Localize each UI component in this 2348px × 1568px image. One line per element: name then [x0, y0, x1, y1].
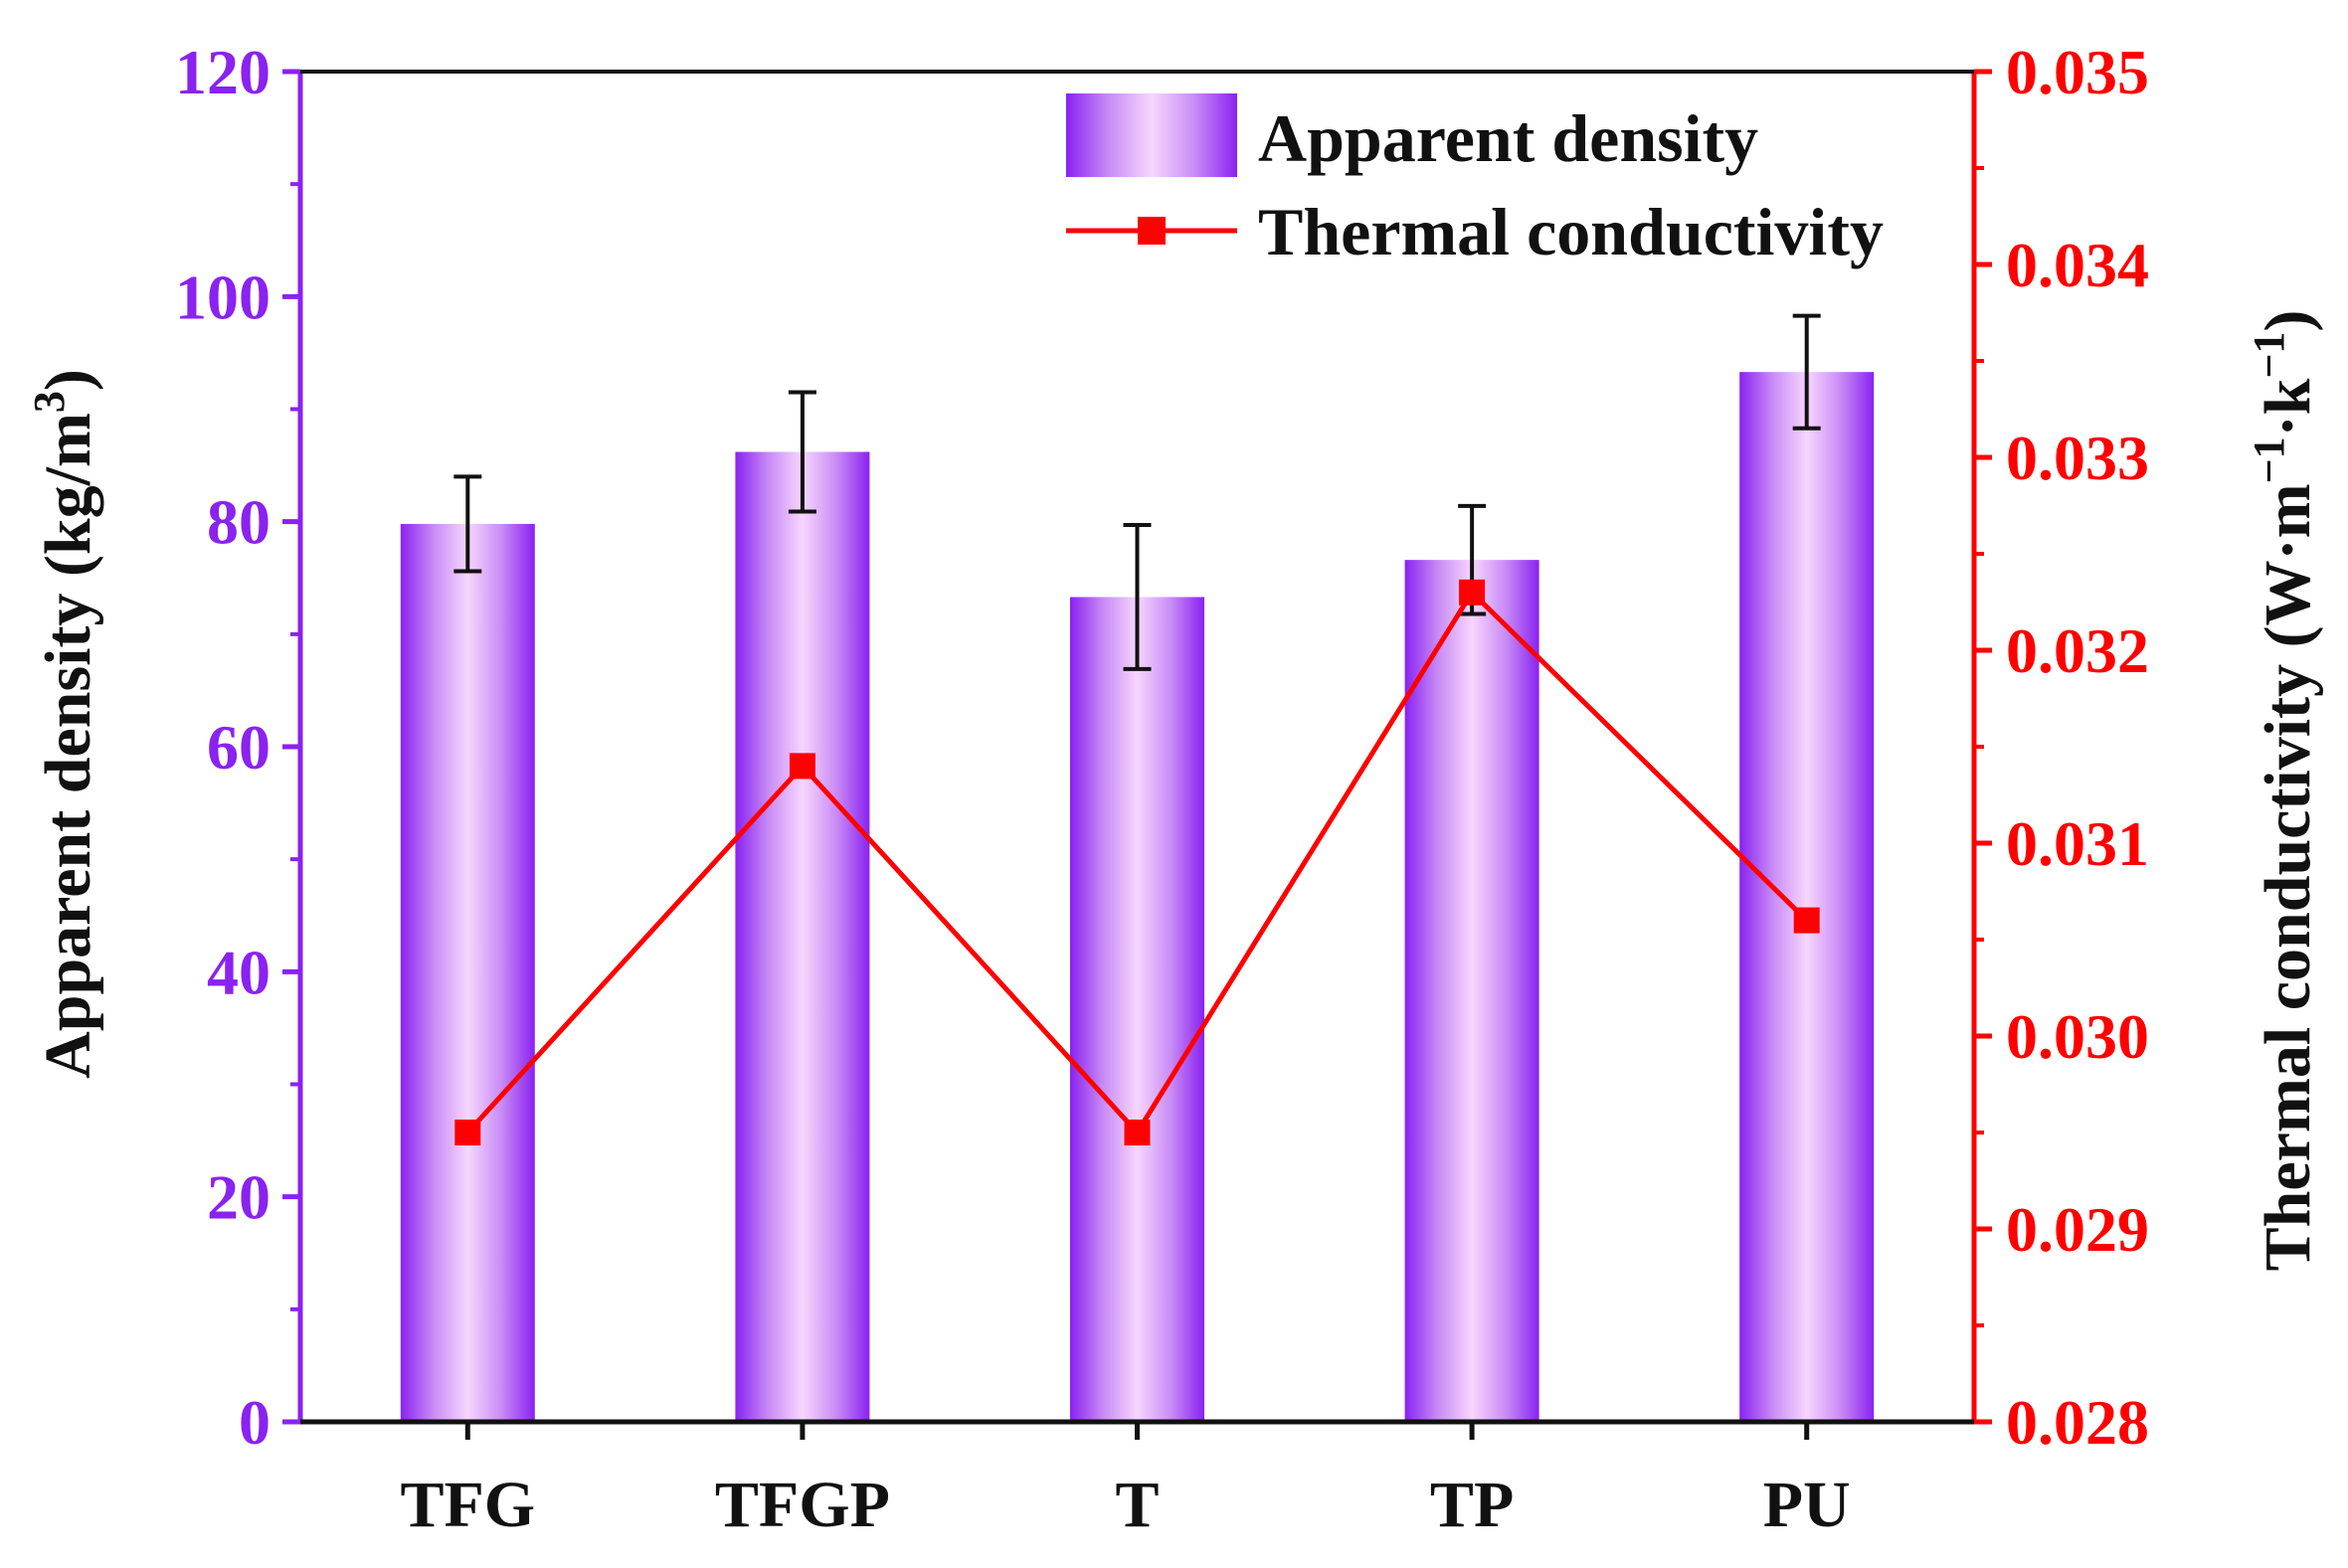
x-tick-label-T: T — [1115, 1469, 1159, 1541]
marker-TFGP — [789, 753, 815, 780]
marker-PU — [1793, 907, 1820, 934]
thermal-line — [454, 579, 1820, 1145]
bar-TFG — [400, 523, 535, 1422]
y-right-tick-label: 0.028 — [2006, 1387, 2149, 1458]
x-tick-label-PU: PU — [1763, 1469, 1851, 1541]
y-left-tick-label: 80 — [207, 487, 271, 558]
legend: Apparent density Thermal conductivity — [1066, 93, 1884, 269]
x-tick-label-TFG: TFG — [400, 1469, 535, 1541]
bar-PU — [1739, 372, 1875, 1422]
marker-TP — [1459, 579, 1486, 606]
x-tick-label-TP: TP — [1430, 1469, 1514, 1541]
y-right-tick-label: 0.031 — [2006, 808, 2149, 879]
marker-T — [1124, 1120, 1151, 1145]
y-right-tick-label: 0.034 — [2006, 230, 2149, 300]
y-right-tick-label: 0.032 — [2006, 615, 2149, 686]
y-right-tick-label: 0.030 — [2006, 1001, 2149, 1072]
error-bars — [453, 313, 1821, 671]
y-left-tick-label: 20 — [207, 1162, 271, 1233]
bar-TP — [1404, 560, 1539, 1422]
y-left-tick-label: 40 — [207, 937, 271, 1007]
axes: 0 20 40 60 80 100 120 0.028 0.029 0.030 0.031 0.032… — [175, 37, 2149, 1541]
y-right-axis-title: Thermal conductivity (W·m−1·k−1) — [2245, 310, 2324, 1272]
y-left-tick-label: 100 — [175, 261, 271, 332]
legend-label-conductivity: Thermal conductivity — [1258, 194, 1884, 269]
legend-bar-swatch — [1066, 93, 1237, 177]
y-right-tick-label: 0.033 — [2006, 423, 2149, 493]
y-left-axis-title: Apparent density (kg/m3) — [25, 369, 104, 1079]
bar-T — [1070, 597, 1204, 1422]
y-left-tick-label: 0 — [239, 1387, 271, 1458]
bar-TFGP — [735, 451, 870, 1423]
y-right-tick-label: 0.035 — [2006, 37, 2149, 107]
marker-TFG — [454, 1120, 481, 1145]
y-right-tick-label: 0.029 — [2006, 1194, 2149, 1265]
legend-marker-swatch — [1138, 217, 1166, 245]
bars — [400, 372, 1875, 1423]
x-tick-label-TFGP: TFGP — [715, 1469, 890, 1541]
y-left-tick-label: 60 — [207, 712, 271, 783]
y-left-tick-label: 120 — [175, 37, 271, 107]
legend-label-density: Apparent density — [1258, 100, 1758, 176]
